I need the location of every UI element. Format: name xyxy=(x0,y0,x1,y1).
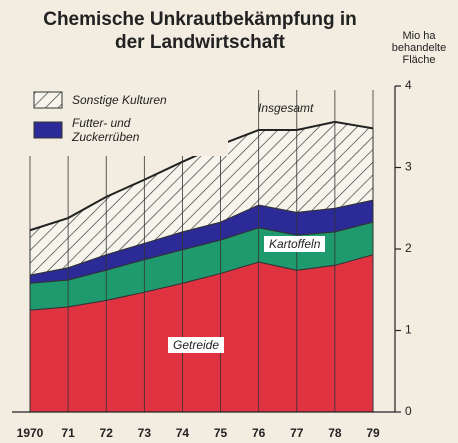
annotation: Insgesamt xyxy=(258,101,314,115)
x-tick-label: 1970 xyxy=(17,426,44,440)
chart-title: Chemische Unkrautbekämpfung in der Landw… xyxy=(43,9,357,53)
y-tick-label: 0 xyxy=(405,404,412,418)
y-tick-label: 1 xyxy=(405,323,412,337)
y-tick-label: 4 xyxy=(405,78,412,92)
x-tick-label: 71 xyxy=(61,426,75,440)
y-tick-label: 3 xyxy=(405,160,412,174)
legend-swatch xyxy=(33,91,63,109)
series-label: Kartoffeln xyxy=(264,236,326,252)
y-tick-label: 2 xyxy=(405,241,412,255)
legend-entry: Sonstige Kulturen xyxy=(72,93,167,107)
y-axis-label: Mio ha behandelte Fläche xyxy=(391,30,447,66)
legend-swatch xyxy=(33,121,63,139)
x-tick-label: 72 xyxy=(100,426,114,440)
x-tick-label: 76 xyxy=(252,426,266,440)
legend-entry: Futter- und Zuckerrüben xyxy=(72,116,140,144)
x-tick-label: 75 xyxy=(214,426,228,440)
x-tick-label: 79 xyxy=(366,426,380,440)
x-tick-label: 73 xyxy=(138,426,152,440)
x-tick-label: 78 xyxy=(328,426,342,440)
x-tick-label: 77 xyxy=(290,426,304,440)
x-tick-label: 74 xyxy=(176,426,190,440)
series-label: Getreide xyxy=(168,337,225,353)
